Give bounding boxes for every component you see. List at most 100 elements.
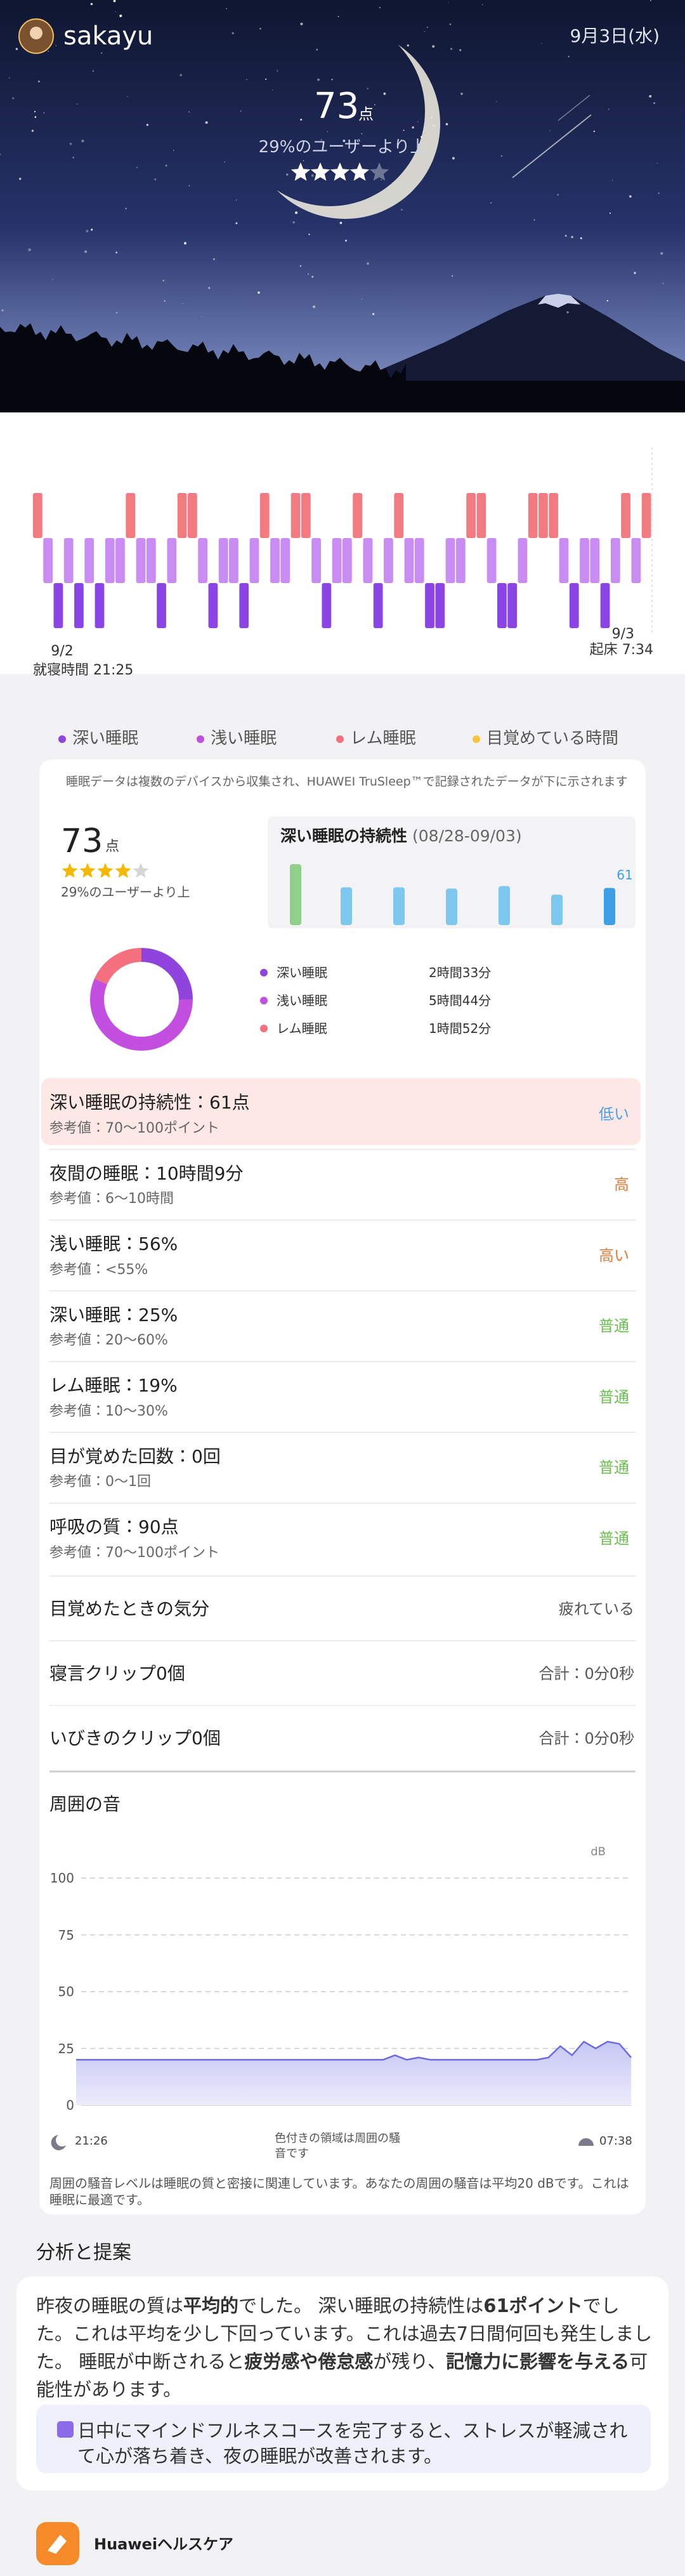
sky-star xyxy=(271,89,273,91)
donut-legend-value: 1時間52分 xyxy=(429,1021,492,1036)
sky-star xyxy=(580,237,582,240)
sky-star xyxy=(115,312,118,314)
sky-star xyxy=(342,139,346,143)
rating-star xyxy=(62,863,78,878)
donut-segment xyxy=(90,978,193,1051)
sleep-stage xyxy=(549,493,559,538)
sky-star xyxy=(308,233,310,235)
metric-title: 浅い睡眠：56% xyxy=(49,1233,178,1255)
sleep-stage xyxy=(33,493,42,538)
sky-star xyxy=(311,275,314,278)
sky-star xyxy=(557,194,559,196)
sleep-stage xyxy=(157,583,166,628)
metric-reference: 参考値：70〜100ポイント xyxy=(49,1544,219,1561)
y-tick-label: 75 xyxy=(58,1927,74,1943)
metric-status: 高 xyxy=(614,1176,629,1194)
rank: 29%のユーザーより上 xyxy=(258,138,427,157)
highlight-row xyxy=(41,1078,641,1145)
sleep-stage xyxy=(394,493,404,538)
analysis-segment: 昨夜の睡眠の質は xyxy=(36,2295,184,2316)
sky-star xyxy=(649,0,652,2)
sleep-stage xyxy=(311,538,321,583)
trend-bar xyxy=(341,887,352,925)
sky-star xyxy=(609,212,611,214)
sky-star xyxy=(90,3,93,6)
sleep-stage xyxy=(167,538,177,583)
sky-star xyxy=(656,162,658,164)
sky-star xyxy=(19,178,22,180)
sleep-stage xyxy=(559,538,569,583)
sleep-stage xyxy=(590,538,600,583)
sleep-stage xyxy=(404,538,414,583)
noise-note: 色付きの領域は周囲の騒音です xyxy=(275,2132,400,2161)
sky-star xyxy=(34,116,37,118)
sleep-stage xyxy=(63,538,74,583)
metric-title: 深い睡眠の持続性：61点 xyxy=(49,1092,250,1114)
sleep-stage xyxy=(455,538,466,583)
sky-star xyxy=(119,14,122,18)
sleep-stage xyxy=(476,493,486,538)
sky-star xyxy=(188,111,190,113)
sky-star xyxy=(154,178,157,181)
sleep-stage xyxy=(425,583,434,628)
y-tick-label: 25 xyxy=(58,2040,74,2056)
sleep-stage xyxy=(342,538,352,583)
sky-star xyxy=(593,130,596,133)
app-name: Huaweiヘルスケア xyxy=(94,2535,234,2553)
trend-panel xyxy=(268,817,636,928)
legend-label: 深い睡眠 xyxy=(72,729,139,749)
sky-star xyxy=(69,142,72,145)
donut-segment xyxy=(94,948,142,985)
card-note: 睡眠データは複数のデバイスから収集され、HUAWEI TruSleep™で記録さ… xyxy=(66,774,628,789)
meteor xyxy=(558,95,590,121)
sky-star xyxy=(459,49,462,51)
sleep-stage xyxy=(322,583,332,628)
sleep-stage xyxy=(115,538,125,583)
sky-star xyxy=(317,78,320,81)
y-tick-label: 100 xyxy=(49,1870,74,1886)
sleep-stage xyxy=(198,538,208,583)
analysis-tip: 日中にマインドフルネスコースを完了すると、ストレスが軽減されて心が落ち着き、夜の… xyxy=(77,2419,628,2467)
donut-legend-dot xyxy=(260,997,268,1004)
metric-status: 低い xyxy=(599,1105,629,1123)
sky-star xyxy=(445,122,448,126)
analysis-segment: 61ポイント xyxy=(483,2295,583,2316)
rating-star xyxy=(369,162,389,181)
rating-star xyxy=(349,162,370,181)
sleep-stage xyxy=(105,538,115,583)
sleep-stage xyxy=(466,493,476,538)
extra-value: 合計：0分0秒 xyxy=(538,1664,634,1683)
sky-star xyxy=(339,221,342,225)
sky-star xyxy=(540,43,542,44)
sky-star xyxy=(205,121,208,124)
sky-star xyxy=(213,258,215,260)
sleep-stage xyxy=(177,493,187,538)
metric-reference: 参考値：0〜1回 xyxy=(49,1474,151,1490)
extra-title: 目覚めたときの気分 xyxy=(49,1598,210,1620)
sleep-stage xyxy=(538,493,548,538)
analysis-segment: が残り、 xyxy=(373,2351,447,2372)
sleep-stage xyxy=(621,493,630,538)
metric-status: 普通 xyxy=(599,1388,629,1406)
snow xyxy=(538,294,580,308)
start-label: 就寝時間 21:25 xyxy=(33,662,134,678)
metric-status: 普通 xyxy=(599,1459,629,1477)
sky-star xyxy=(379,6,381,9)
sky-star xyxy=(311,174,314,177)
sleep-stage xyxy=(528,493,538,538)
sky-star xyxy=(8,77,10,79)
sleep-stage xyxy=(301,493,311,538)
end-label: 起床 7:34 xyxy=(589,641,653,658)
sleep-stage xyxy=(126,493,136,538)
sleep-stage xyxy=(373,583,383,628)
sky-star xyxy=(412,126,415,129)
rating-star xyxy=(79,863,96,878)
sleep-stage xyxy=(363,538,373,583)
sleep-stage xyxy=(259,493,270,538)
trend-bar xyxy=(604,888,615,925)
sleep-stage xyxy=(136,538,146,583)
sky-star xyxy=(344,239,347,242)
tree-line xyxy=(0,323,685,412)
rating-star xyxy=(97,863,114,878)
